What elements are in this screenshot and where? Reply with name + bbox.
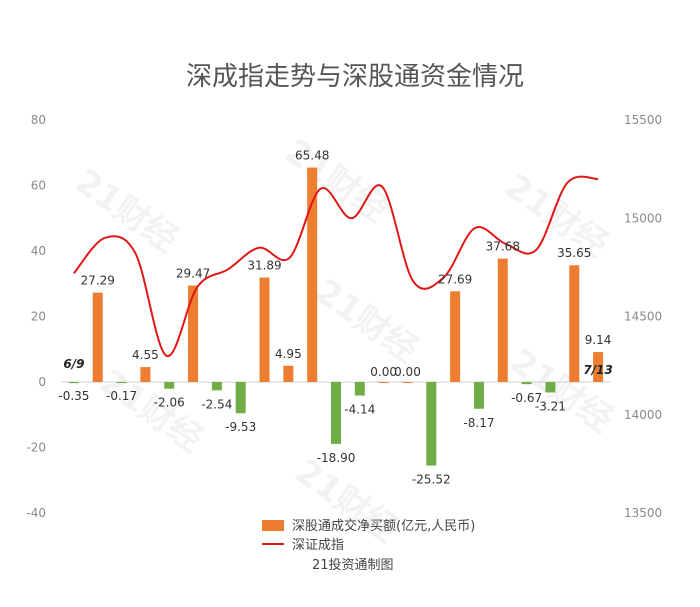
bar-value-label: -2.54: [201, 397, 232, 411]
y-left-tick-label: -20: [26, 441, 46, 455]
bar-value-label: -9.53: [225, 420, 256, 434]
bar-value-label: 29.47: [176, 266, 210, 280]
bar-value-label: 27.29: [81, 274, 115, 288]
bar-value-label: 27.69: [438, 272, 472, 286]
legend-label-bar: 深股通成交净买额(亿元,人民币): [292, 518, 475, 534]
bar: [450, 291, 461, 382]
bar-value-label: -25.52: [412, 473, 451, 487]
bar-value-label: 31.89: [247, 259, 281, 273]
bar-value-label: 0.00: [394, 365, 421, 379]
bar-value-label: 35.65: [557, 246, 591, 260]
bar: [259, 277, 270, 382]
watermark-text: 21财经: [288, 452, 405, 551]
bar: [92, 292, 103, 382]
bar: [68, 382, 79, 384]
watermark-text: 21财经: [68, 162, 185, 261]
y-right-tick-label: 14000: [624, 408, 662, 422]
bar: [497, 258, 508, 382]
x-end-date-label: 7/13: [583, 363, 612, 377]
bar-labels: -0.35 27.29 -0.17 4.55 -2.06 29.47 -2.54 -9.53 3…: [58, 149, 612, 487]
x-start-date-label: 6/9: [63, 357, 84, 371]
bar-value-label: -3.21: [535, 400, 566, 414]
bar: [188, 285, 199, 382]
y-left-tick-label: 60: [31, 179, 46, 193]
bar: [211, 382, 222, 391]
y-right-tick-label: 14500: [624, 310, 662, 324]
bar: [331, 382, 341, 444]
y-right-tick-label: 15000: [624, 211, 662, 225]
bar: [307, 167, 318, 382]
bar: [402, 382, 413, 383]
watermark-text: 21财经: [308, 272, 425, 371]
bar-value-label: 37.68: [486, 240, 520, 254]
y-left-tick-label: 20: [31, 310, 46, 324]
bar-value-label: -2.06: [154, 396, 185, 410]
watermark-text: 21财经: [278, 132, 395, 231]
bar: [569, 265, 580, 382]
legend-swatch-bar: [262, 520, 284, 531]
bar-value-label: 4.95: [275, 347, 302, 361]
bar: [140, 367, 151, 382]
bar: [354, 382, 365, 396]
bars: [68, 167, 604, 466]
bar-value-label: -0.67: [511, 391, 542, 405]
bar: [593, 352, 604, 382]
bar: [521, 382, 532, 385]
y-right-tick-label: 13500: [624, 506, 662, 520]
y-right-tick-label: 15500: [624, 113, 662, 127]
bar-value-label: 9.14: [585, 333, 612, 347]
bar-value-label: -8.17: [463, 416, 494, 430]
bar: [283, 365, 294, 382]
bar: [235, 382, 246, 414]
bar-value-label: -0.35: [58, 389, 89, 403]
bar-value-label: -0.17: [106, 389, 137, 403]
bar-value-label: 65.48: [295, 149, 329, 163]
bar-value-label: -18.90: [317, 451, 356, 465]
y-left-tick-label: 0: [38, 375, 46, 389]
y-left-tick-label: 40: [31, 244, 46, 258]
bar: [378, 382, 389, 383]
line-layer: [73, 175, 599, 357]
legend: 深股通成交净买额(亿元,人民币) 深证成指: [262, 518, 475, 553]
y-left-tick-label: -40: [26, 506, 46, 520]
legend-label-line: 深证成指: [292, 538, 344, 553]
index-line: [73, 175, 599, 357]
source-note: 21投资通制图: [312, 557, 394, 573]
bar: [426, 382, 437, 466]
bar: [164, 382, 175, 389]
chart-title: 深成指走势与深股通资金情况: [186, 62, 524, 92]
bar-value-label: 4.55: [132, 348, 159, 362]
bar-value-label: -4.14: [344, 403, 375, 417]
bar: [116, 382, 127, 383]
bar-value-label: 0.00: [370, 365, 397, 379]
axes: 80 60 40 20 0 -20 -40 15500 15000 14500 14000 13500: [26, 113, 662, 520]
bar: [545, 382, 556, 393]
y-left-tick-label: 80: [31, 113, 46, 127]
bar: [473, 382, 484, 409]
